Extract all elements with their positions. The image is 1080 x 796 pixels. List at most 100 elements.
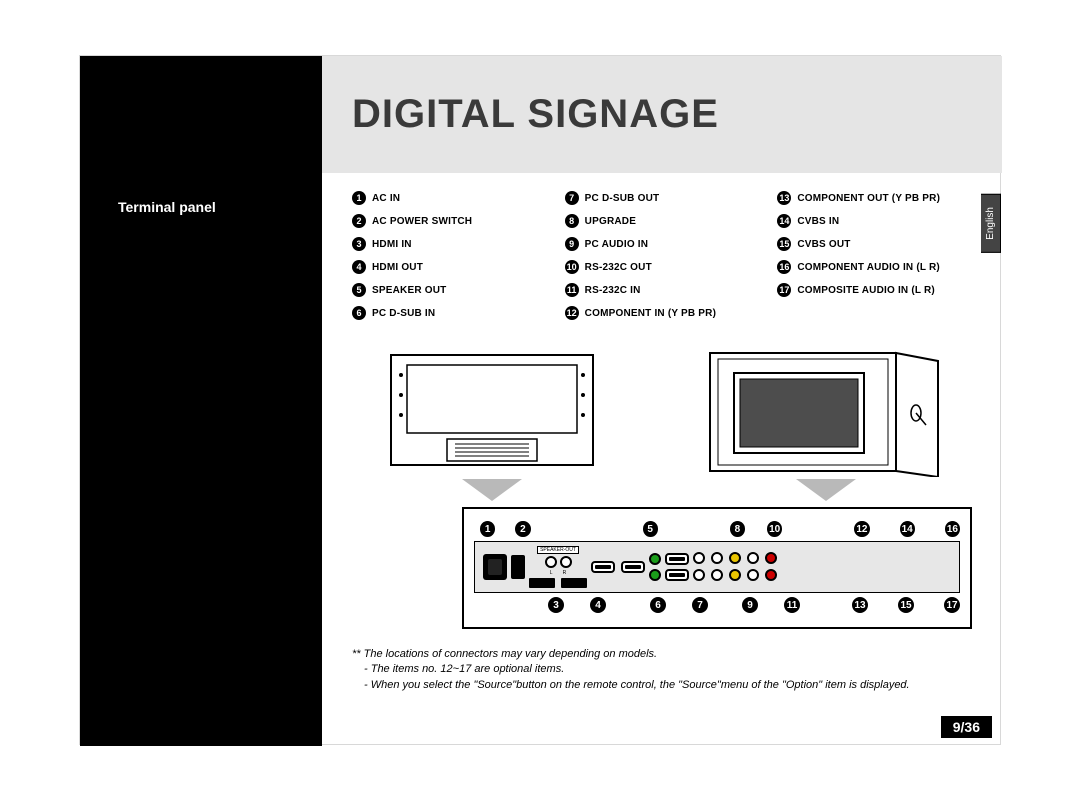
legend-row: 16 COMPONENT AUDIO IN (L R) [777, 260, 980, 274]
footnote-line: - When you select the "Source"button on … [352, 678, 980, 693]
speaker-out-label: SPEAKER-OUT [537, 546, 579, 554]
legend-row: 2 AC POWER SWITCH [352, 214, 555, 228]
legend-label: RS-232C IN [585, 285, 641, 296]
legend-row: 6 PC D-SUB IN [352, 306, 555, 320]
legend-grid: 1 AC IN 2 AC POWER SWITCH 3HDMI IN 4 HDMI OUT 5… [352, 191, 980, 329]
port-badge: 17 [944, 597, 960, 613]
legend-row: 13COMPONENT OUT (Y Pb Pr) [777, 191, 980, 205]
legend-badge: 15 [777, 237, 791, 251]
legend-badge: 2 [352, 214, 366, 228]
hdmi-out-port-icon [561, 578, 587, 588]
legend-row: 17 COMPOSITE AUDIO IN (L R) [777, 283, 980, 297]
legend-label: PC D-SUB IN [372, 308, 435, 319]
legend-col-2: 7 PC D-SUB OUT 8 UPGRADE 9PC AUDIO IN 10 RS-23… [565, 191, 768, 329]
sidebar-black-block [80, 173, 322, 746]
legend-row: 12 COMPONENT IN (Y Pb Pr) [565, 306, 768, 320]
port-badge: 15 [898, 597, 914, 613]
legend-label: CVBS IN [797, 216, 839, 227]
terminal-bottom-badges: 3467911131517 [474, 593, 960, 617]
legend-label: RS-232C OUT [585, 262, 652, 273]
legend-badge: 1 [352, 191, 366, 205]
terminal-top-badges: 125810121416 [474, 517, 960, 541]
legend-label: COMPONENT IN (Y Pb Pr) [585, 308, 716, 319]
legend-label: PC AUDIO IN [585, 239, 649, 250]
pc-audio-port-icon [649, 553, 661, 565]
legend-row: 4 HDMI OUT [352, 260, 555, 274]
vga-port-icon [621, 561, 645, 573]
section-title: Terminal panel [118, 199, 216, 215]
legend-badge: 12 [565, 306, 579, 320]
legend-row: 7 PC D-SUB OUT [565, 191, 768, 205]
rs232-port-icon [665, 569, 689, 581]
legend-badge: 10 [565, 260, 579, 274]
legend-badge: 16 [777, 260, 791, 274]
legend-row: 5SPEAKER OUT [352, 283, 555, 297]
port-badge: 14 [900, 521, 915, 537]
legend-label: AC IN [372, 193, 400, 204]
terminal-port-strip: SPEAKER-OUT L R [474, 541, 960, 593]
legend-label: COMPOSITE AUDIO IN (L R) [797, 285, 935, 296]
legend-badge: 8 [565, 214, 579, 228]
figure-row [352, 347, 980, 501]
figure-wall-cabinet [706, 347, 946, 501]
content-area: 1AC IN2AC POWER SWITCH3HDMI IN4HDMI OUT5… [352, 191, 980, 693]
legend-badge: 4 [352, 260, 366, 274]
port-badge: 11 [784, 597, 800, 613]
rs232-port-icon [665, 553, 689, 565]
page-number: 9/36 [941, 716, 992, 738]
port-badge: 9 [742, 597, 758, 613]
speaker-l-icon [545, 556, 557, 568]
legend-row: 14 CVBS IN [777, 214, 980, 228]
port-badge: 6 [650, 597, 666, 613]
terminal-panel-diagram: 125810121416 SPEAKER-OUT L R [462, 507, 972, 629]
legend-label: HDMI IN [372, 239, 412, 250]
language-tab: English [981, 194, 1001, 253]
legend-badge: 14 [777, 214, 791, 228]
legend-badge: 17 [777, 283, 791, 297]
page-title: DIGITAL SIGNAGE [352, 92, 719, 137]
legend-col-1: 1 AC IN 2 AC POWER SWITCH 3HDMI IN 4 HDMI OUT 5… [352, 191, 555, 329]
legend-row: 3HDMI IN [352, 237, 555, 251]
legend-row: 15 CVBS OUT [777, 237, 980, 251]
footnote-line: - The items no. 12~17 are optional items… [352, 662, 980, 677]
footnote-line: ** The locations of connectors may vary … [352, 647, 980, 662]
legend-row: 10 RS-232C OUT [565, 260, 768, 274]
legend-label: CVBS OUT [797, 239, 850, 250]
speaker-r-icon [560, 556, 572, 568]
legend-label: SPEAKER OUT [372, 285, 446, 296]
hdmi-in-port-icon [529, 578, 555, 588]
port-badge: 4 [590, 597, 606, 613]
legend-row: 11 RS-232C IN [565, 283, 768, 297]
ac-in-port-icon [483, 554, 507, 580]
legend-label: UPGRADE [585, 216, 636, 227]
port-badge: 1 [480, 521, 495, 537]
port-badge: 5 [643, 521, 658, 537]
rca-grid-icon [693, 552, 779, 583]
legend-label: AC POWER SWITCH [372, 216, 472, 227]
port-badge: 10 [767, 521, 782, 537]
legend-badge: 7 [565, 191, 579, 205]
legend-badge: 11 [565, 283, 579, 297]
port-badge: 12 [854, 521, 869, 537]
pc-audio-port-icon [649, 569, 661, 581]
legend-col-3: 13COMPONENT OUT (Y Pb Pr) 14 CVBS IN 15 CVBS… [777, 191, 980, 329]
legend-row: 9PC AUDIO IN [565, 237, 768, 251]
legend-badge: 6 [352, 306, 366, 320]
legend-label: COMPONENT AUDIO IN (L R) [797, 262, 940, 273]
legend-label: HDMI OUT [372, 262, 423, 273]
port-badge: 3 [548, 597, 564, 613]
port-badge: 2 [515, 521, 530, 537]
speaker-r-text: R [563, 570, 567, 576]
header-black-block [80, 56, 322, 173]
arrow-down-icon [462, 479, 522, 501]
port-badge: 8 [730, 521, 745, 537]
legend-row: 8 UPGRADE [565, 214, 768, 228]
port-badge: 16 [945, 521, 960, 537]
legend-label: PC D-SUB OUT [585, 193, 660, 204]
speaker-l-text: L [550, 570, 553, 576]
arrow-down-icon [796, 479, 856, 501]
port-badge: 13 [852, 597, 868, 613]
legend-row: 1 AC IN [352, 191, 555, 205]
figure-monitor-rear [387, 347, 597, 501]
legend-badge: 13 [777, 191, 791, 205]
